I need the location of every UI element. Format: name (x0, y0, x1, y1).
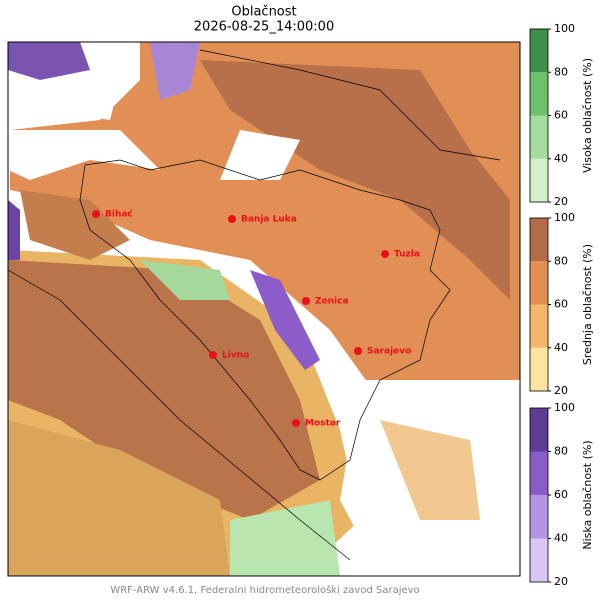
colorbar-tick-label: 80 (554, 254, 568, 267)
colorbar-band (530, 304, 548, 348)
city-label: Mostar (305, 419, 341, 429)
city-marker (209, 351, 217, 359)
colorbar-tick-label: 20 (554, 384, 568, 397)
colorbar-label: Srednja oblačnost (%) (581, 244, 594, 365)
title: Oblačnost (231, 5, 296, 20)
colorbar-tick-label: 80 (554, 445, 568, 458)
borders (7, 49, 501, 561)
colorbar-tick-label: 80 (554, 65, 568, 78)
colorbar-tick-label: 100 (554, 22, 575, 35)
colorbar-band (530, 347, 548, 391)
colorbar-tick-label: 100 (554, 211, 575, 224)
subtitle: 2026-08-25_14:00:00 (194, 20, 334, 35)
map-frame (7, 41, 521, 577)
city-marker (381, 250, 389, 258)
colorbar-label: Visoka oblačnost (%) (581, 58, 594, 173)
cloud-field (8, 42, 520, 576)
colorbar-band (530, 158, 548, 202)
colorbar-tick-label: 40 (554, 532, 568, 545)
colorbar-band (530, 261, 548, 305)
city-label: Livno (222, 351, 249, 361)
colorbar-tick-label: 60 (554, 488, 568, 501)
colorbar-tick-label: 60 (554, 109, 568, 122)
colorbar-tick-label: 20 (554, 575, 568, 588)
colorbar-label: Niska oblačnost (%) (581, 440, 594, 549)
colorbar-band (530, 451, 548, 495)
city-marker (302, 297, 310, 305)
colorbar-band (530, 115, 548, 159)
colorbar-tick-label: 40 (554, 341, 568, 354)
colorbar-band (530, 495, 548, 539)
city-marker (292, 419, 300, 427)
colorbar-band (530, 29, 548, 73)
city-marker (354, 347, 362, 355)
colorbar-tick-label: 40 (554, 152, 568, 165)
colorbar-tick-label: 60 (554, 298, 568, 311)
city-label: Zenica (315, 297, 349, 307)
colorbar-band (530, 538, 548, 582)
footer: WRF-ARW v4.6.1, Federalni hidrometeorolo… (110, 584, 419, 596)
city-label: Banja Luka (241, 215, 297, 225)
city-marker (228, 215, 236, 223)
colorbar-band (530, 408, 548, 452)
city-marker (92, 210, 100, 218)
colorbar-tick-label: 20 (554, 195, 568, 208)
colorbar-band (530, 218, 548, 262)
colorbar-tick-label: 100 (554, 401, 575, 414)
colorbar-band (530, 72, 548, 116)
city-label: Sarajevo (367, 347, 411, 357)
city-label: Bihać (105, 209, 133, 220)
city-label: Tuzla (394, 250, 420, 260)
